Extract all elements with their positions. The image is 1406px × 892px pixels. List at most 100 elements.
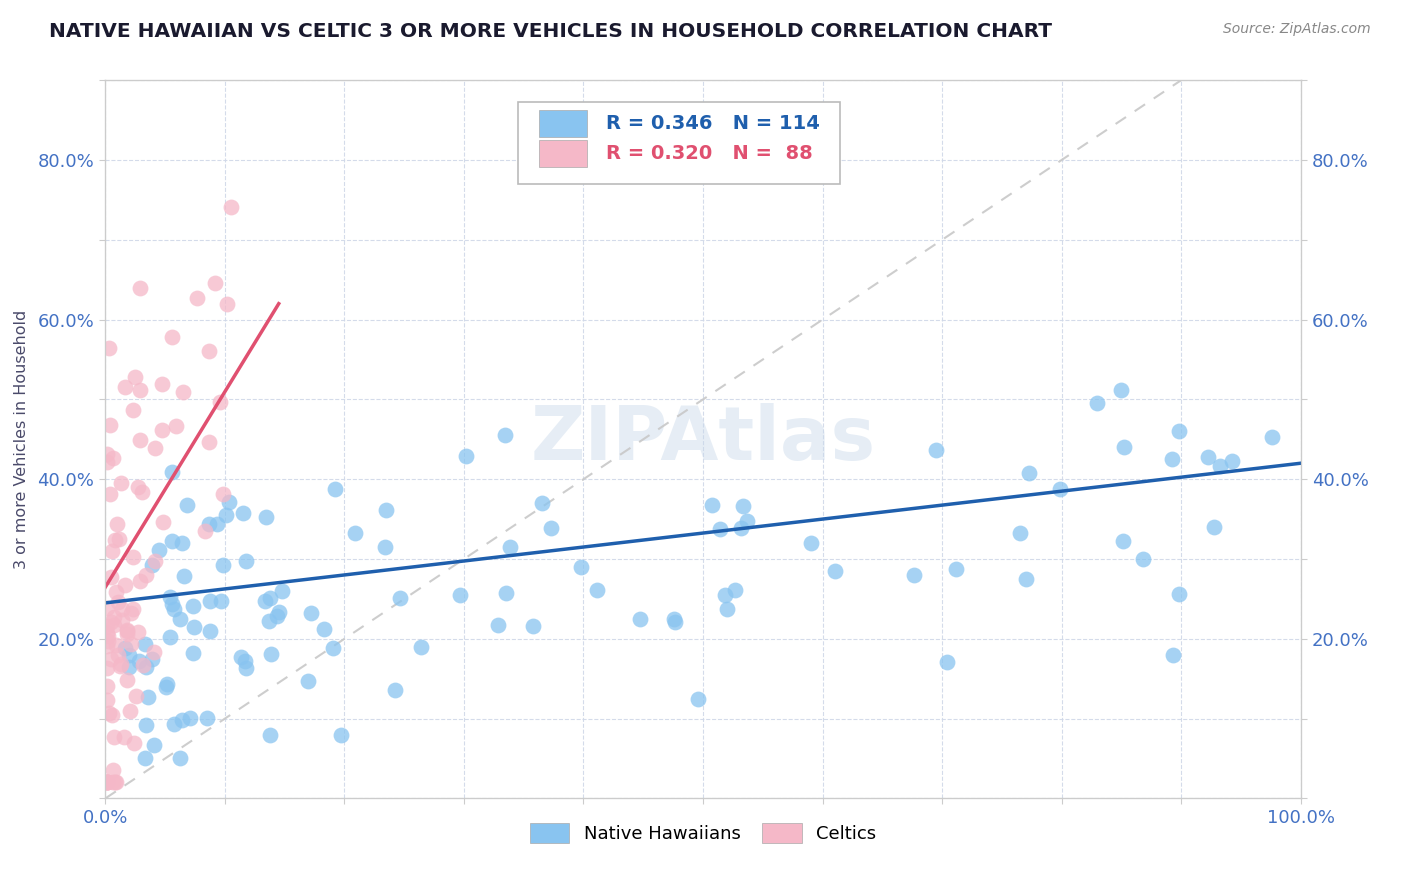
Point [165,419,187,434]
Y-axis label: 3 or more Vehicles in Household: 3 or more Vehicles in Household [14,310,30,569]
Point [127,479,149,493]
FancyBboxPatch shape [517,102,841,185]
Point [148,542,170,557]
Point [1112,533,1135,548]
Point [160,330,183,344]
Point [256,510,278,524]
Point [266,608,288,623]
Point [664,615,686,629]
Point [253,594,276,608]
Point [96,679,118,693]
Point [152,423,174,437]
Point [163,602,186,616]
Point [260,647,283,661]
Text: NATIVE HAWAIIAN VS CELTIC 3 OR MORE VEHICLES IN HOUSEHOLD CORRELATION CHART: NATIVE HAWAIIAN VS CELTIC 3 OR MORE VEHI… [49,22,1052,41]
Point [259,728,281,742]
Point [97,629,120,643]
Point [628,612,651,626]
Point [945,562,967,576]
Point [132,657,155,672]
Point [1085,396,1108,410]
Point [454,449,477,463]
Point [233,655,256,669]
Point [115,673,138,687]
Point [125,689,148,703]
Point [259,591,281,605]
Point [96,446,118,460]
Point [143,739,166,753]
Point [375,502,398,516]
Point [159,630,181,644]
Point [114,578,136,592]
Point [98,418,121,433]
Point [110,657,132,672]
Point [96,775,118,789]
Point [1010,525,1032,540]
Point [1109,383,1132,397]
Point [96,661,118,675]
Text: R = 0.346   N = 114: R = 0.346 N = 114 [606,114,820,133]
Point [1202,520,1225,534]
Point [195,711,218,725]
Point [96,775,118,789]
Point [1160,452,1182,467]
Point [1018,466,1040,480]
Point [115,624,138,638]
Point [181,599,204,613]
Point [212,558,235,572]
Point [494,427,516,442]
Point [100,543,122,558]
Point [103,450,125,465]
Point [486,617,509,632]
Point [134,637,156,651]
Point [122,601,145,615]
Point [1260,430,1282,444]
Point [101,708,124,723]
FancyBboxPatch shape [540,110,588,137]
Point [235,554,257,568]
Point [122,403,145,417]
Point [169,612,191,626]
Point [197,434,219,449]
Point [1167,424,1189,438]
Point [143,441,166,455]
Point [111,613,134,627]
Point [129,384,152,398]
Point [124,736,146,750]
Point [172,713,194,727]
Point [141,558,163,573]
Point [160,597,183,611]
Point [1112,441,1135,455]
Point [173,569,195,583]
Point [96,455,118,469]
Point [200,594,222,608]
Point [270,584,292,599]
Point [160,534,183,549]
Point [936,655,959,669]
Point [1220,454,1243,468]
Point [198,624,221,638]
Point [176,498,198,512]
Point [110,476,132,491]
Point [322,640,344,655]
Point [215,508,238,522]
Point [97,634,120,648]
Point [104,533,127,548]
Point [118,660,141,674]
Point [108,658,131,673]
Point [662,612,685,626]
Point [257,615,280,629]
Point [105,516,128,531]
Point [163,716,186,731]
Point [198,516,221,531]
Point [107,595,129,609]
Point [101,775,124,789]
Point [709,522,731,536]
Point [194,524,217,538]
Point [135,718,157,732]
Point [925,443,948,458]
Point [112,730,135,744]
Point [131,485,153,500]
Point [136,690,159,705]
Point [143,554,166,568]
